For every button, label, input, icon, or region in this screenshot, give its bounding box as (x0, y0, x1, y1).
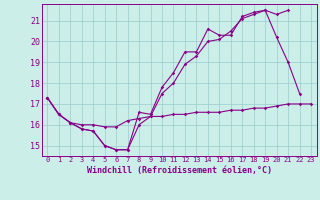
X-axis label: Windchill (Refroidissement éolien,°C): Windchill (Refroidissement éolien,°C) (87, 166, 272, 175)
